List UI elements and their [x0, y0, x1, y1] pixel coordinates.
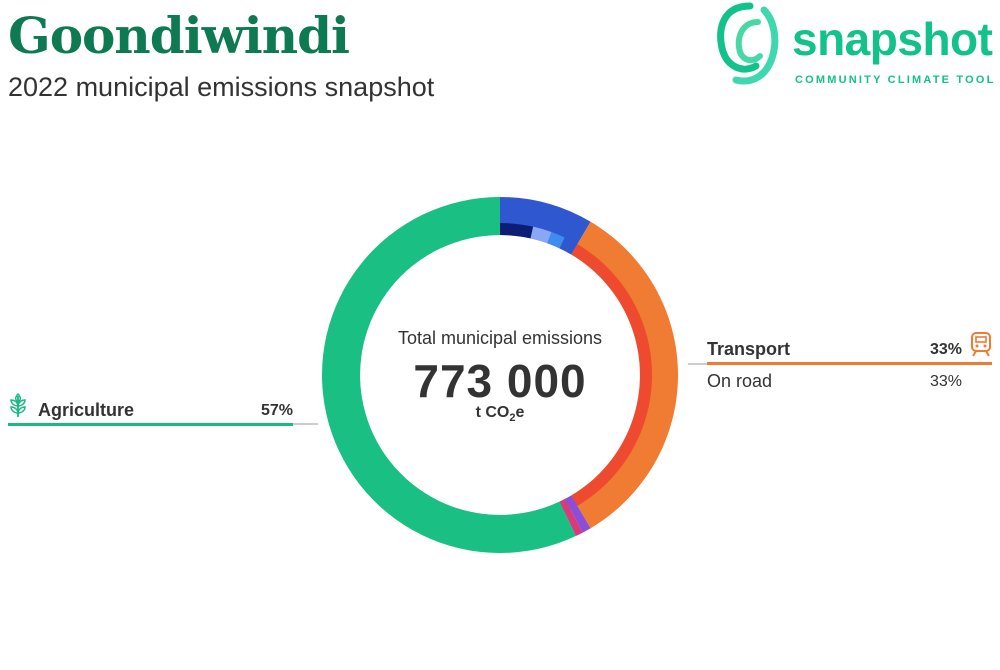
- on-road-pct: 33%: [929, 373, 962, 390]
- subsector-arc-0-1[interactable]: [530, 226, 552, 244]
- subsector-arc-0-0[interactable]: [500, 223, 534, 239]
- page-title: Goondiwindi: [8, 6, 350, 65]
- unit-subscript: 2: [509, 412, 516, 425]
- transport-label: Transport: [707, 339, 791, 359]
- total-emissions-label: Total municipal emissions: [397, 328, 603, 348]
- agriculture-underline: [8, 423, 293, 426]
- snapshot-logo[interactable]: snapshot COMMUNITY CLIMATE TOOL: [712, 0, 1000, 92]
- logo-wordmark: snapshot: [792, 13, 993, 65]
- total-emissions-unit: t CO2e: [370, 404, 630, 424]
- subsector-arc-0-3[interactable]: [559, 237, 578, 255]
- subsector-arc-1-0[interactable]: [571, 244, 652, 506]
- sector-arc-1[interactable]: [571, 221, 678, 529]
- unit-prefix: t CO: [475, 404, 510, 421]
- agriculture-pct: 57%: [260, 402, 293, 419]
- transport-pct: 33%: [929, 341, 962, 358]
- transport-underline: [707, 362, 992, 365]
- total-emissions-value: 773 000: [413, 355, 587, 407]
- sprout-icon: [10, 392, 26, 417]
- snapshot-logo-icon: [717, 2, 779, 85]
- subsector-arc-2-0[interactable]: [565, 495, 578, 510]
- unit-suffix: e: [515, 404, 525, 421]
- subsector-arc-3-0[interactable]: [559, 498, 571, 513]
- agriculture-label: Agriculture: [38, 400, 135, 420]
- page-subtitle: 2022 municipal emissions snapshot: [8, 72, 435, 102]
- on-road-label: On road: [707, 371, 773, 391]
- subsector-arc-0-2[interactable]: [547, 231, 565, 249]
- train-icon: [971, 332, 991, 357]
- logo-tagline: COMMUNITY CLIMATE TOOL: [795, 74, 996, 86]
